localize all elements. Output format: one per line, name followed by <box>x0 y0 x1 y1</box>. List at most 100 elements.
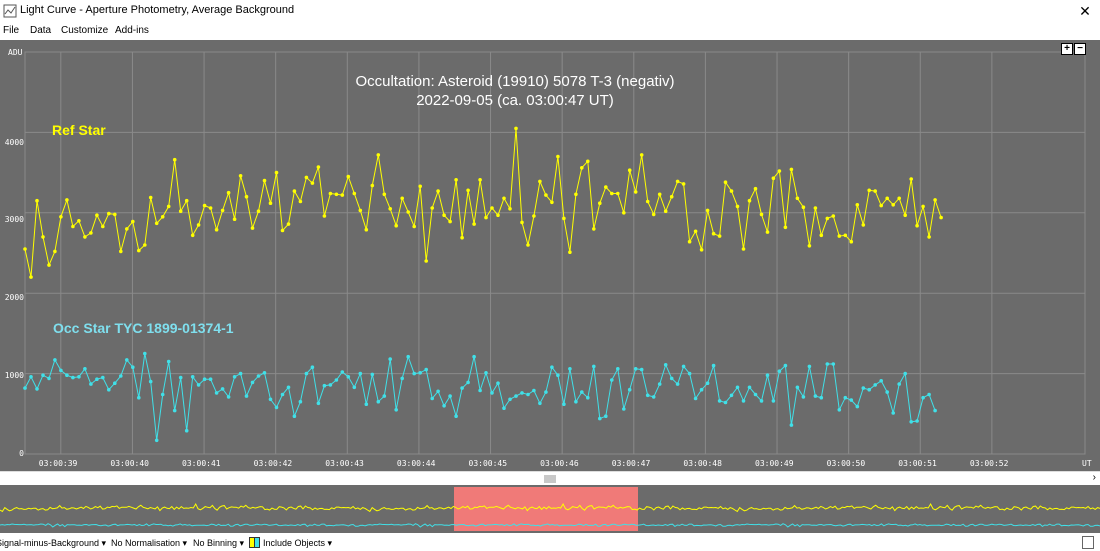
occ-star-series-point <box>41 373 45 378</box>
ref-star-series-point <box>598 201 602 205</box>
ref-star-series-point <box>771 176 776 180</box>
ref-star-series-point <box>544 193 548 197</box>
normalisation-dropdown[interactable]: No Normalisation ▾ <box>111 538 188 548</box>
occ-star-series-point <box>657 382 662 386</box>
ref-star-series-point <box>693 229 698 234</box>
ref-star-series-point <box>801 205 806 209</box>
objects-color-icon <box>249 537 260 548</box>
occ-star-series-point <box>921 395 925 400</box>
x-tick-label: 03:00:45 <box>468 459 508 468</box>
menu-data[interactable]: Data <box>30 25 52 36</box>
ref-star-series-point <box>280 228 285 233</box>
ref-star-series-point <box>909 177 913 181</box>
occ-star-series-point <box>783 363 788 368</box>
ref-star-series-point <box>466 188 470 193</box>
occ-star-series-point <box>897 382 901 386</box>
ref-star-series-point <box>232 217 237 221</box>
occ-star-series-point <box>35 387 39 391</box>
ref-star-series-point <box>711 231 716 236</box>
ref-star-series-point <box>478 178 482 182</box>
signal-mode-dropdown[interactable]: Signal-minus-Background ▾ <box>0 538 107 548</box>
occ-star-series-point <box>71 375 75 380</box>
plot-canvas[interactable] <box>0 40 1100 471</box>
resize-grip-icon[interactable] <box>1082 536 1094 549</box>
binning-dropdown[interactable]: No Binning ▾ <box>193 538 245 548</box>
occ-star-series-point <box>633 367 638 371</box>
ref-star-series-point <box>436 189 440 193</box>
ref-star-series-point <box>927 235 931 239</box>
ref-star-series-point <box>592 227 596 231</box>
ref-star-series-point <box>933 198 937 202</box>
ref-star-series-point <box>741 247 746 251</box>
ref-star-series-point <box>651 212 656 217</box>
occ-star-label: Occ Star TYC 1899-01374-1 <box>53 320 234 336</box>
ref-star-series-point <box>226 190 231 195</box>
occ-star-series-point <box>292 414 297 419</box>
ref-star-series-point <box>214 227 219 232</box>
overview-strip[interactable] <box>0 485 1100 533</box>
ref-star-series-point <box>107 211 111 216</box>
ref-star-series-point <box>113 212 117 217</box>
occ-star-series-point <box>813 394 818 398</box>
occ-star-series-point <box>250 380 255 385</box>
ref-star-series-point <box>41 235 45 239</box>
ref-star-series-point <box>160 215 165 219</box>
occ-star-series-point <box>526 392 530 397</box>
ref-star-series-point <box>514 126 518 131</box>
scroll-thumb[interactable] <box>544 475 556 483</box>
occ-star-series-point <box>574 399 578 404</box>
ref-star-label: Ref Star <box>52 122 106 138</box>
occ-star-series-point <box>77 375 81 379</box>
ref-star-series-point <box>556 154 560 159</box>
ref-star-series-point <box>699 248 704 252</box>
occ-star-series-point <box>412 371 417 376</box>
occ-star-series-point <box>532 388 536 393</box>
occ-star-series-point <box>741 399 746 403</box>
overview-canvas <box>0 502 1100 528</box>
occ-star-series-point <box>598 416 602 421</box>
ref-star-series-point <box>59 215 63 219</box>
occ-star-series-point <box>448 394 452 398</box>
zoom-in-button[interactable]: + <box>1061 43 1073 55</box>
occ-star-series-point <box>891 411 895 415</box>
scroll-right-icon[interactable]: › <box>1092 472 1096 483</box>
ref-star-series-point <box>807 244 812 248</box>
ref-star-series-point <box>154 221 159 226</box>
close-icon[interactable]: ✕ <box>1079 3 1091 19</box>
ref-star-series-point <box>346 174 351 179</box>
ref-star-series-point <box>532 214 536 218</box>
menu-file[interactable]: File <box>3 25 20 36</box>
include-objects-dropdown[interactable]: Include Objects ▾ <box>263 538 333 548</box>
ref-star-series-point <box>669 194 674 199</box>
occ-star-series-point <box>238 371 243 376</box>
x-axis-unit: UT <box>1082 459 1092 468</box>
ref-star-series-point <box>340 193 345 197</box>
occ-star-series-point <box>711 363 716 368</box>
occ-star-series-line <box>24 353 936 441</box>
occ-star-series-point <box>178 375 183 380</box>
ref-star-series-point <box>855 203 860 207</box>
ref-star-series-point <box>47 263 51 267</box>
occ-star-series-point <box>819 395 824 400</box>
occ-star-series-point <box>610 378 614 382</box>
occ-star-series-point <box>550 365 554 370</box>
horizontal-scrollbar[interactable]: › <box>0 471 1100 485</box>
menu-customize[interactable]: Customize <box>61 25 109 36</box>
ref-star-series-point <box>137 248 141 253</box>
menu-add-ins[interactable]: Add-ins <box>115 25 149 36</box>
ref-star-series-point <box>729 189 734 193</box>
light-curve-plot[interactable]: ADU 4000 3000 2000 1000 0 03:00:39 03:00:… <box>0 40 1100 471</box>
window-title: Light Curve - Aperture Photometry, Avera… <box>20 4 295 16</box>
ref-star-series-point <box>484 215 488 220</box>
occ-star-series-point <box>256 374 261 378</box>
occ-star-series-point <box>747 385 752 390</box>
occ-star-series-point <box>148 379 153 384</box>
ref-star-series-point <box>526 243 530 247</box>
x-tick-label: 03:00:42 <box>253 459 293 468</box>
x-tick-label: 03:00:49 <box>755 459 794 468</box>
occ-star-series-point <box>645 393 650 398</box>
ref-star-series-point <box>77 219 81 223</box>
zoom-out-button[interactable]: − <box>1074 43 1086 55</box>
ref-star-series-point <box>101 224 105 229</box>
ref-star-series-point <box>328 191 333 196</box>
